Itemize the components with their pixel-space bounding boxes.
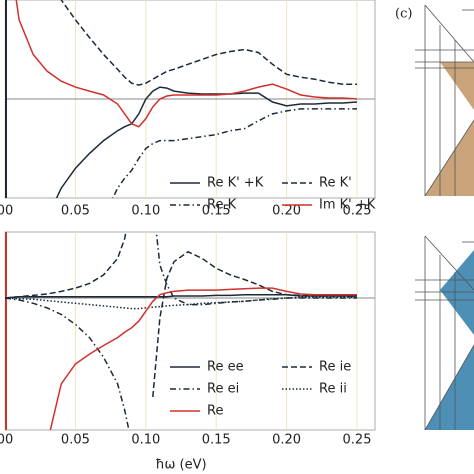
- x-tick-label: 0.10: [131, 433, 160, 448]
- series-line: [60, 0, 357, 86]
- plot-area: [4, 231, 376, 431]
- panel-label: (c): [395, 7, 412, 22]
- series-line: [5, 232, 357, 430]
- x-tick-label: 0.25: [343, 204, 372, 219]
- x-tick-label: 0.25: [343, 433, 372, 448]
- series-line: [5, 232, 358, 398]
- legend-label: Re ie: [319, 360, 351, 375]
- legend-label: Re ei: [207, 382, 239, 397]
- series-line: [5, 296, 357, 310]
- x-tick-label: 0.10: [131, 204, 160, 219]
- x-tick-label: 0.05: [61, 204, 90, 219]
- x-tick-label: 0.05: [61, 433, 90, 448]
- x-tick-label: 00: [0, 433, 13, 448]
- legend-label: Re: [207, 404, 223, 419]
- x-tick-label: 0.20: [272, 204, 301, 219]
- legend-label: Re ee: [207, 360, 244, 375]
- series-line: [55, 86, 358, 198]
- series-group: [5, 232, 358, 430]
- legend-label: Im K' +K: [319, 198, 376, 213]
- series-line: [15, 0, 358, 128]
- x-axis-label: ħω (eV): [155, 458, 206, 473]
- schematic-bottom: [415, 235, 474, 431]
- series-group: [15, 0, 358, 198]
- x-tick-label: 0.20: [272, 433, 301, 448]
- x-tick-label: 0.15: [202, 433, 231, 448]
- x-tick-label: 0.15: [202, 204, 231, 219]
- x-tick-label: 00: [0, 204, 13, 219]
- series-line: [112, 108, 357, 198]
- legend-label: Re K' +K: [207, 176, 264, 191]
- schematic-top: (c): [395, 4, 474, 197]
- legend-label: Re K': [319, 176, 352, 191]
- legend-label: Re ii: [319, 382, 347, 397]
- series-line: [49, 287, 357, 430]
- legend-label: Re K: [207, 198, 237, 213]
